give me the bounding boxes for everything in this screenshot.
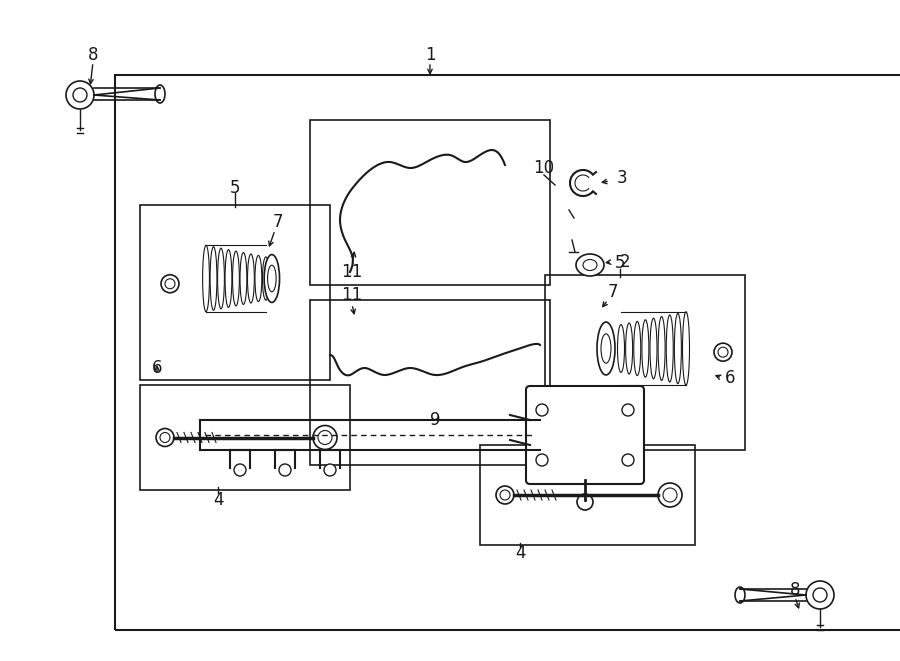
Ellipse shape (597, 322, 615, 375)
Ellipse shape (658, 317, 665, 381)
Ellipse shape (225, 250, 232, 307)
Ellipse shape (218, 248, 224, 309)
Bar (310, 300, 550, 465)
Ellipse shape (682, 312, 689, 385)
Ellipse shape (265, 254, 280, 303)
Circle shape (496, 486, 514, 504)
Text: 8: 8 (790, 581, 800, 599)
Text: 4: 4 (212, 491, 223, 509)
Ellipse shape (642, 320, 649, 377)
Circle shape (536, 404, 548, 416)
Ellipse shape (202, 245, 210, 312)
Text: 7: 7 (608, 283, 618, 301)
Ellipse shape (634, 321, 641, 375)
Text: 1: 1 (425, 46, 436, 64)
Ellipse shape (617, 325, 625, 372)
Circle shape (658, 483, 682, 507)
Ellipse shape (255, 255, 262, 301)
Circle shape (279, 464, 291, 476)
Ellipse shape (240, 253, 247, 305)
Circle shape (577, 494, 593, 510)
Ellipse shape (210, 247, 217, 310)
Bar (140, 205, 330, 380)
Ellipse shape (583, 260, 597, 270)
Ellipse shape (735, 587, 745, 603)
Circle shape (663, 488, 677, 502)
Ellipse shape (155, 85, 165, 103)
Circle shape (313, 426, 337, 449)
Text: 10: 10 (534, 159, 554, 177)
Text: 6: 6 (724, 369, 735, 387)
Text: 11: 11 (341, 286, 363, 304)
Ellipse shape (674, 313, 681, 383)
Circle shape (622, 404, 634, 416)
Circle shape (714, 343, 732, 361)
Bar (140, 385, 350, 490)
Ellipse shape (232, 251, 239, 306)
Ellipse shape (626, 323, 633, 374)
Text: 6: 6 (152, 359, 162, 377)
Text: 9: 9 (430, 411, 440, 429)
Circle shape (324, 464, 336, 476)
Circle shape (718, 347, 728, 357)
FancyBboxPatch shape (526, 386, 644, 484)
Circle shape (160, 432, 170, 442)
Text: 2: 2 (620, 253, 630, 271)
Bar (545, 275, 745, 450)
Circle shape (806, 581, 834, 609)
Text: 11: 11 (341, 263, 363, 281)
Text: 5: 5 (230, 179, 240, 197)
Text: 7: 7 (273, 213, 284, 231)
Ellipse shape (263, 257, 269, 300)
Ellipse shape (650, 318, 657, 379)
Bar (480, 445, 695, 545)
Circle shape (536, 454, 548, 466)
Ellipse shape (666, 315, 673, 382)
Text: 8: 8 (88, 46, 98, 64)
Circle shape (234, 464, 246, 476)
Text: 5: 5 (615, 254, 626, 272)
Circle shape (73, 88, 87, 102)
Bar (115, 75, 900, 630)
Bar (310, 120, 550, 285)
Ellipse shape (267, 265, 276, 292)
Ellipse shape (248, 254, 255, 303)
Circle shape (161, 275, 179, 293)
Circle shape (500, 490, 510, 500)
Circle shape (813, 588, 827, 602)
Text: 4: 4 (515, 544, 526, 562)
Circle shape (165, 279, 175, 289)
Text: 3: 3 (616, 169, 627, 187)
Circle shape (622, 454, 634, 466)
Circle shape (318, 430, 332, 444)
Ellipse shape (601, 334, 611, 363)
Ellipse shape (576, 254, 604, 276)
Circle shape (66, 81, 94, 109)
Circle shape (156, 428, 174, 446)
